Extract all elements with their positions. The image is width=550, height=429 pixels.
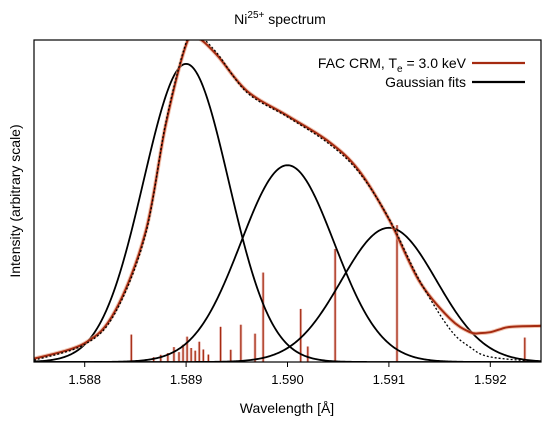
- x-tick-label: 1.589: [170, 372, 203, 387]
- x-tick-label: 1.590: [271, 372, 304, 387]
- legend-label-fits: Gaussian fits: [385, 74, 466, 90]
- x-axis: 1.588 1.589 1.590 1.591 1.592: [68, 362, 507, 387]
- y-axis-label: Intensity (arbitrary scale): [7, 124, 23, 277]
- legend: FAC CRM, Te = 3.0 keV Gaussian fits: [318, 55, 525, 90]
- gaussian-fit-2: [34, 164, 541, 362]
- legend-label-crm: FAC CRM, Te = 3.0 keV: [318, 55, 467, 75]
- x-axis-label: Wavelength [Å]: [240, 400, 334, 416]
- x-tick-label: 1.588: [68, 372, 101, 387]
- x-tick-label: 1.591: [373, 372, 406, 387]
- fit-sum-dotted-line: [34, 40, 541, 362]
- chart-title: Ni25+ spectrum: [234, 10, 326, 27]
- gaussian-fit-1: [34, 62, 541, 362]
- x-tick-label: 1.592: [474, 372, 507, 387]
- gaussian-fit-3: [34, 226, 541, 362]
